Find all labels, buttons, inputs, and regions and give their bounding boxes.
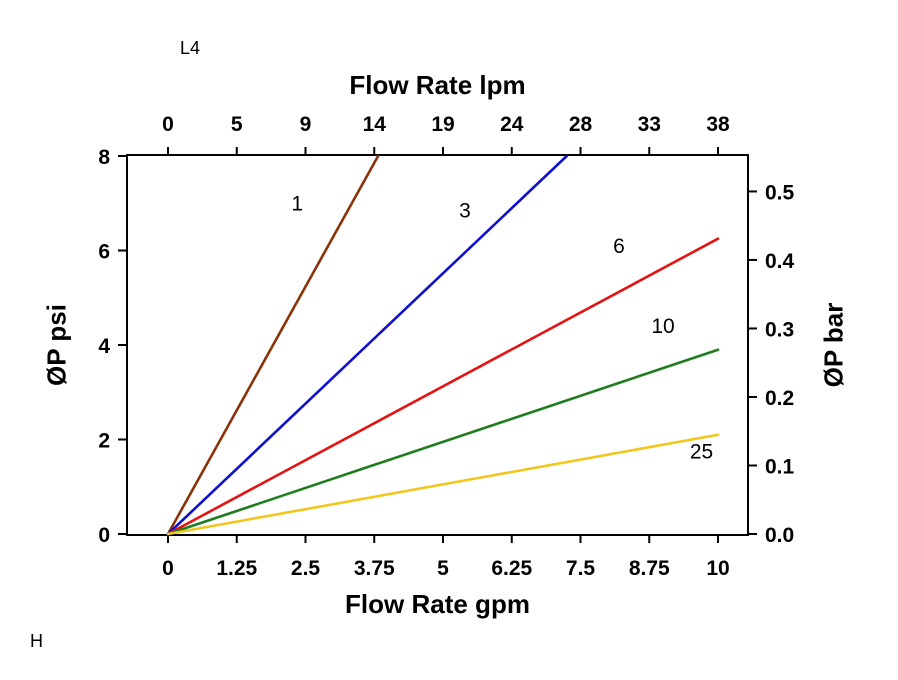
bottom-tick-label: 3.75 <box>354 557 395 580</box>
left-tick-label: 0 <box>98 524 110 547</box>
right-tick-label: 0.2 <box>765 387 794 410</box>
left-tick-label: 4 <box>98 335 110 358</box>
top-tick-label: 28 <box>569 113 593 136</box>
top-tick-label: 24 <box>500 113 524 136</box>
bottom-tick-label: 5 <box>437 557 449 580</box>
series-label-25: 25 <box>690 440 713 463</box>
top-tick-label: 9 <box>300 113 312 136</box>
series-line-1 <box>166 154 380 536</box>
bottom-axis-title: Flow Rate gpm <box>345 589 530 619</box>
bottom-tick-label: 10 <box>706 557 729 580</box>
top-tick-label: 0 <box>162 113 174 136</box>
right-tick-label: 0.0 <box>765 524 794 547</box>
top-tick-label: 5 <box>231 113 243 136</box>
left-tick-label: 2 <box>98 430 110 453</box>
series-line-25 <box>166 433 720 536</box>
top-tick-label: 19 <box>431 113 454 136</box>
bottom-tick-label: 6.25 <box>491 557 532 580</box>
left-axis-title: ØP psi <box>41 304 72 386</box>
footnote-label: H <box>30 631 43 651</box>
series-label-3: 3 <box>459 199 471 222</box>
top-axis-title: Flow Rate lpm <box>349 70 526 100</box>
plot-border <box>126 154 749 536</box>
right-tick-label: 0.3 <box>765 318 794 341</box>
series-label-1: 1 <box>291 192 303 215</box>
right-tick-label: 0.1 <box>765 455 795 478</box>
bottom-tick-label: 2.5 <box>291 557 321 580</box>
series-line-6 <box>166 237 720 536</box>
series-label-10: 10 <box>651 315 674 338</box>
bottom-tick-label: 7.5 <box>566 557 596 580</box>
top-tick-label: 33 <box>638 113 661 136</box>
right-axis-title: ØP bar <box>818 302 849 388</box>
series-label-6: 6 <box>613 235 625 258</box>
bottom-tick-label: 8.75 <box>629 557 670 580</box>
right-tick-label: 0.5 <box>765 181 795 204</box>
top-tick-label: 14 <box>363 113 387 136</box>
series-line-3 <box>166 154 569 536</box>
bottom-tick-label: 0 <box>162 557 174 580</box>
top-tick-label: 38 <box>706 113 730 136</box>
left-tick-label: 8 <box>98 146 110 169</box>
bottom-tick-label: 1.25 <box>216 557 257 580</box>
left-tick-label: 6 <box>98 241 110 264</box>
right-tick-label: 0.4 <box>765 250 795 273</box>
curve-set-label: L4 <box>180 38 201 58</box>
series-line-10 <box>166 348 720 536</box>
